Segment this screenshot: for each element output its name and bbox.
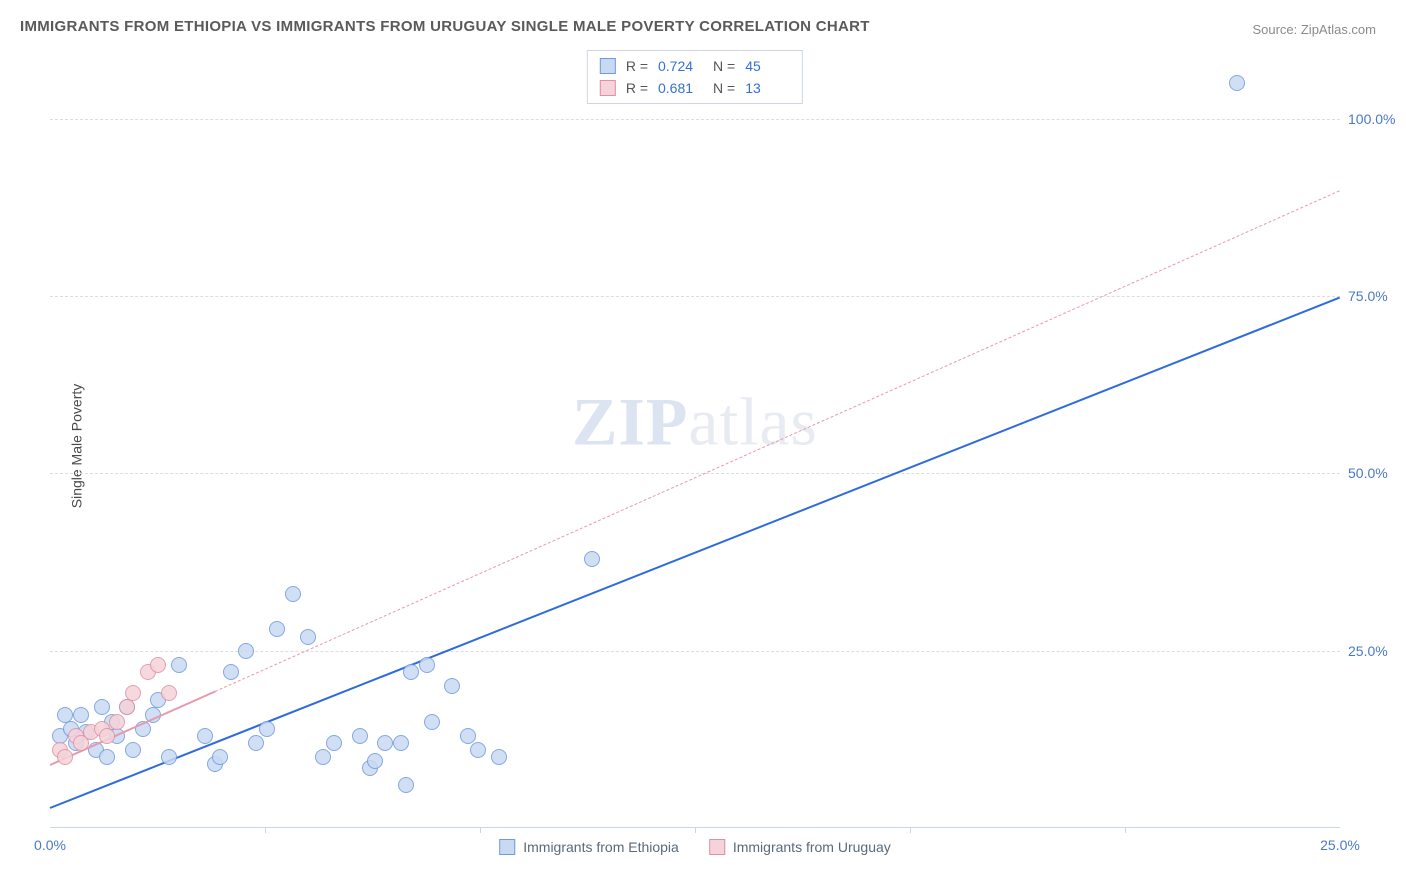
series-legend: Immigrants from Ethiopia Immigrants from …	[499, 839, 891, 855]
x-minor-tick	[480, 827, 481, 833]
data-point-ethiopia	[326, 735, 342, 751]
source-attribution: Source: ZipAtlas.com	[1252, 22, 1376, 37]
data-point-ethiopia	[171, 657, 187, 673]
stat-r-value: 0.681	[658, 80, 703, 96]
data-point-ethiopia	[470, 742, 486, 758]
stats-row-uruguay: R = 0.681 N = 13	[600, 77, 790, 99]
data-point-ethiopia	[398, 777, 414, 793]
x-minor-tick	[695, 827, 696, 833]
legend-label: Immigrants from Ethiopia	[523, 839, 679, 855]
gridline	[50, 119, 1340, 120]
stat-n-label: N =	[713, 80, 735, 96]
data-point-ethiopia	[424, 714, 440, 730]
chart-title: IMMIGRANTS FROM ETHIOPIA VS IMMIGRANTS F…	[20, 18, 870, 35]
stat-r-value: 0.724	[658, 58, 703, 74]
x-tick-label: 25.0%	[1320, 837, 1360, 853]
data-point-ethiopia	[491, 749, 507, 765]
watermark-atlas: atlas	[688, 383, 818, 459]
legend-label: Immigrants from Uruguay	[733, 839, 891, 855]
legend-swatch	[600, 58, 616, 74]
legend-swatch	[709, 839, 725, 855]
y-tick-label: 75.0%	[1348, 288, 1398, 304]
legend-swatch	[600, 80, 616, 96]
data-point-ethiopia	[99, 749, 115, 765]
data-point-uruguay	[57, 749, 73, 765]
source-name: ZipAtlas.com	[1301, 22, 1376, 37]
trend-line-uruguay	[215, 190, 1340, 692]
watermark-zip: ZIP	[572, 383, 688, 459]
data-point-ethiopia	[352, 728, 368, 744]
stat-n-value: 13	[745, 80, 790, 96]
data-point-ethiopia	[367, 753, 383, 769]
stat-n-label: N =	[713, 58, 735, 74]
data-point-ethiopia	[161, 749, 177, 765]
x-minor-tick	[265, 827, 266, 833]
data-point-ethiopia	[1229, 75, 1245, 91]
data-point-ethiopia	[94, 699, 110, 715]
stat-r-label: R =	[626, 58, 648, 74]
data-point-ethiopia	[73, 707, 89, 723]
data-point-uruguay	[109, 714, 125, 730]
data-point-ethiopia	[460, 728, 476, 744]
data-point-ethiopia	[285, 586, 301, 602]
data-point-uruguay	[161, 685, 177, 701]
x-minor-tick	[910, 827, 911, 833]
watermark: ZIPatlas	[572, 382, 818, 461]
data-point-uruguay	[150, 657, 166, 673]
data-point-ethiopia	[197, 728, 213, 744]
plot-area: ZIPatlas R =0.724N =45R =0.681N =13 Immi…	[50, 48, 1340, 828]
stats-legend: R = 0.724 N = 45 R = 0.681 N = 13	[587, 50, 803, 104]
chart-container: IMMIGRANTS FROM ETHIOPIA VS IMMIGRANTS F…	[0, 0, 1406, 892]
y-tick-label: 25.0%	[1348, 643, 1398, 659]
y-tick-label: 100.0%	[1348, 111, 1398, 127]
data-point-ethiopia	[269, 621, 285, 637]
data-point-ethiopia	[393, 735, 409, 751]
y-tick-label: 50.0%	[1348, 465, 1398, 481]
legend-item-ethiopia: Immigrants from Ethiopia	[499, 839, 679, 855]
x-tick-label: 0.0%	[34, 837, 66, 853]
data-point-ethiopia	[444, 678, 460, 694]
data-point-uruguay	[119, 699, 135, 715]
stats-row-ethiopia: R = 0.724 N = 45	[600, 55, 790, 77]
gridline	[50, 473, 1340, 474]
x-minor-tick	[1125, 827, 1126, 833]
data-point-ethiopia	[403, 664, 419, 680]
data-point-ethiopia	[584, 551, 600, 567]
data-point-uruguay	[125, 685, 141, 701]
data-point-ethiopia	[223, 664, 239, 680]
trend-line-ethiopia	[50, 296, 1341, 808]
legend-item-uruguay: Immigrants from Uruguay	[709, 839, 891, 855]
data-point-ethiopia	[238, 643, 254, 659]
stat-r-label: R =	[626, 80, 648, 96]
source-prefix: Source:	[1252, 22, 1300, 37]
gridline	[50, 296, 1340, 297]
data-point-ethiopia	[300, 629, 316, 645]
stat-n-value: 45	[745, 58, 790, 74]
data-point-ethiopia	[259, 721, 275, 737]
data-point-ethiopia	[125, 742, 141, 758]
data-point-ethiopia	[212, 749, 228, 765]
data-point-ethiopia	[315, 749, 331, 765]
data-point-ethiopia	[377, 735, 393, 751]
data-point-ethiopia	[248, 735, 264, 751]
data-point-ethiopia	[419, 657, 435, 673]
legend-swatch	[499, 839, 515, 855]
data-point-uruguay	[99, 728, 115, 744]
